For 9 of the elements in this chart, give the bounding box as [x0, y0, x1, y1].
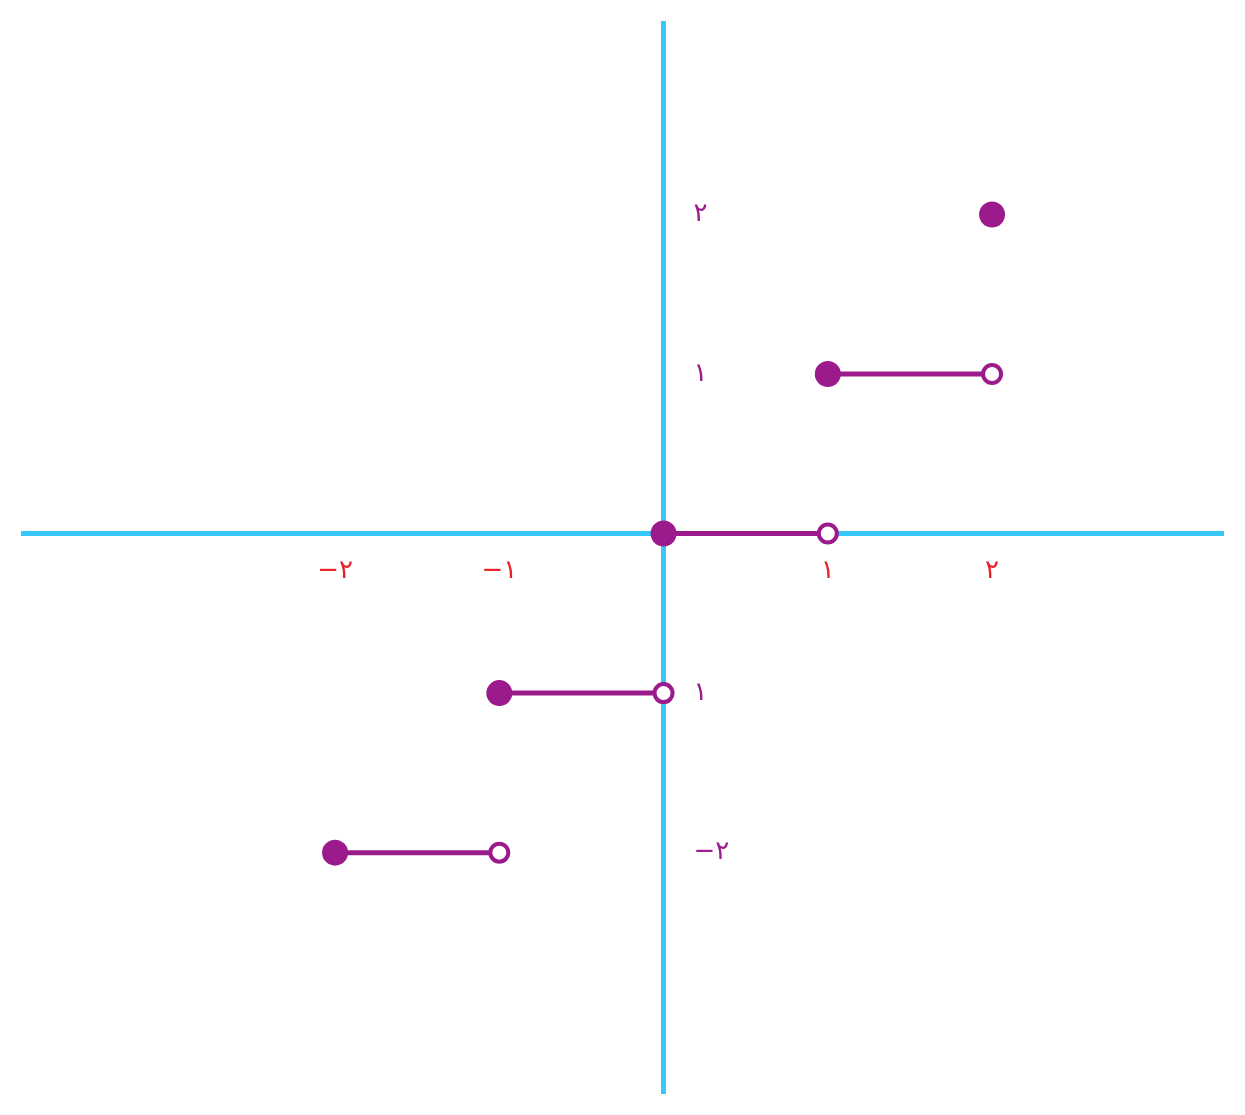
x-tick-label: −۲ [317, 553, 353, 584]
x-tick-label: ۱ [820, 553, 835, 584]
y-tick-label: ۲ [693, 197, 708, 228]
y-tick-label: ۱ [693, 356, 708, 387]
y-tick-label: ۱ [693, 675, 708, 706]
point [979, 201, 1006, 228]
x-tick-label: ۲ [985, 553, 1000, 584]
x-tick-label: −۱ [481, 553, 518, 584]
y-tick-label: −۲ [693, 835, 730, 866]
